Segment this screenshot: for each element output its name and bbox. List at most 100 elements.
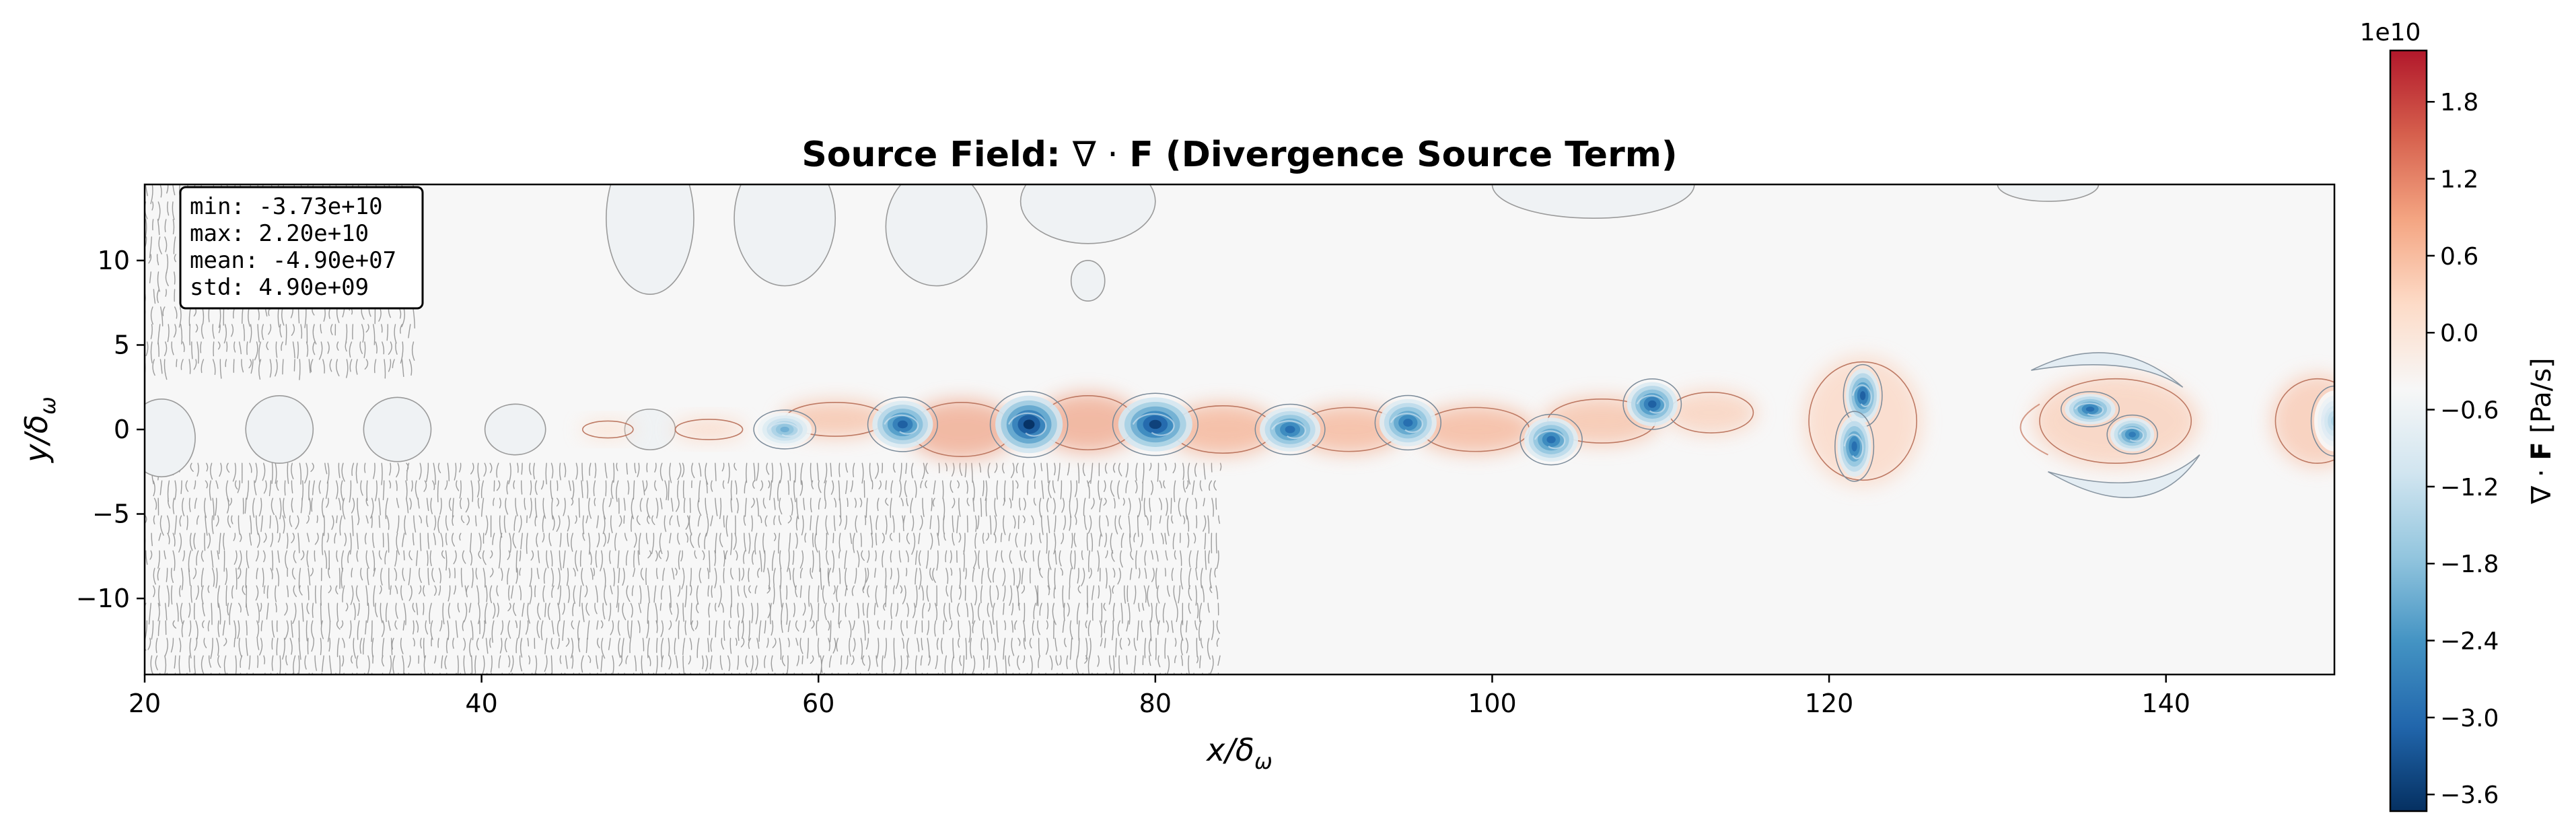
vortex-outer-contour — [1112, 392, 1198, 456]
x-tick-label: 20 — [129, 689, 161, 718]
colorbar-tick-label: −3.0 — [2440, 705, 2499, 732]
x-axis-ticks: 20 40 60 80 100 120 140 — [129, 675, 2190, 718]
colorbar-tick-label: 1.8 — [2440, 89, 2478, 116]
weak-negative-blob — [1997, 184, 2100, 202]
positive-region-glow — [1665, 390, 1758, 436]
colorbar: 1e10 1.8 1.2 0.6 0.0 −0.6 −1.2 −1.8 −2.4 −3.0 −3.… — [2360, 19, 2557, 812]
vortex-contour-level — [2128, 431, 2137, 438]
vortex-outer-contour — [1834, 411, 1875, 482]
x-tick-label: 140 — [2141, 689, 2190, 718]
colorbar-tick-label: 0.0 — [2440, 320, 2478, 347]
stat-mean: mean: -4.90e+07 — [190, 247, 396, 274]
vortex-contour-level — [2330, 415, 2334, 426]
colorbar-multiplier: 1e10 — [2360, 19, 2421, 46]
colorbar-tick-label: 0.6 — [2440, 243, 2478, 271]
noise-contour-path — [145, 462, 1222, 675]
plot-area — [143, 183, 2336, 676]
vortex-outer-contour — [867, 396, 938, 452]
colorbar-tick-label: −3.6 — [2440, 782, 2499, 809]
y-axis-ticks: 10 5 0 −5 −10 — [76, 246, 145, 613]
vortex-spiral — [1271, 420, 1306, 440]
weak-negative-blob — [606, 184, 694, 295]
vortex-spiral — [1852, 384, 1872, 408]
colorbar-tick-label: −2.4 — [2440, 628, 2499, 656]
stats-box-frame — [179, 186, 424, 310]
y-tick-label: 5 — [114, 330, 130, 359]
weak-negative-blob — [1019, 184, 1156, 244]
vortex-spiral — [2118, 427, 2145, 442]
stat-min: min: -3.73e+10 — [190, 193, 383, 220]
weak-negative-regions — [145, 184, 2100, 478]
weak-negative-blob — [734, 184, 836, 287]
positive-region-contour — [581, 420, 634, 439]
vortex-outer-contour — [753, 409, 816, 450]
vortex-spiral — [1132, 413, 1175, 436]
vortex-spiral — [768, 422, 799, 438]
weak-negative-blob — [1070, 260, 1106, 302]
y-tick-label: 0 — [114, 415, 130, 444]
vortex-cores — [753, 352, 2334, 498]
stat-max: max: 2.20e+10 — [190, 220, 369, 247]
x-tick-label: 40 — [465, 689, 497, 718]
y-tick-label: 10 — [98, 246, 130, 275]
colorbar-tick-label: −1.2 — [2440, 474, 2499, 502]
vortex-outer-contour — [2061, 391, 2120, 427]
positive-arm-contour — [2019, 403, 2048, 456]
vortex-contour-level — [1149, 419, 1162, 429]
x-axis-label: x/δω — [1205, 732, 1273, 774]
vortex-spiral — [884, 414, 919, 435]
x-tick-label: 120 — [1805, 689, 1854, 718]
chart-title: Source Field: ∇ · F (Divergence Source T… — [801, 135, 1677, 175]
positive-region-contour — [674, 419, 744, 440]
vortex-spiral — [1534, 430, 1566, 450]
colorbar-tick-label: 1.2 — [2440, 166, 2478, 194]
vortex-arm-upper — [2031, 352, 2184, 388]
weak-negative-blob — [484, 403, 546, 456]
colorbar-ticks: 1.8 1.2 0.6 0.0 −0.6 −1.2 −1.8 −2.4 −3.0 −3.6 — [2427, 89, 2499, 809]
vortex-outer-contour — [1254, 403, 1326, 456]
vortex-contour-level — [2085, 407, 2095, 412]
weak-negative-blob — [885, 184, 988, 287]
vortex-contour-level — [1647, 400, 1657, 408]
vortex-spiral — [1008, 412, 1047, 437]
vortex-spiral — [1843, 434, 1864, 460]
stats-box: min: -3.73e+10 max: 2.20e+10 mean: -4.90… — [179, 186, 424, 310]
vortex-outer-contour — [1374, 394, 1441, 451]
vortex-arm-lower — [2048, 454, 2201, 498]
vortex-contour-level — [897, 420, 908, 429]
vortex-contour-level — [1023, 419, 1035, 429]
colorbar-fill — [2390, 50, 2427, 811]
weak-negative-blob — [245, 394, 314, 464]
vortex-spiral — [1636, 394, 1666, 414]
vortex-outer-contour — [2106, 414, 2158, 455]
weak-negative-blob — [363, 396, 432, 462]
vortex-spiral — [2321, 408, 2334, 434]
vortex-outer-contour — [1519, 413, 1583, 466]
colorbar-tick-label: −0.6 — [2440, 397, 2499, 425]
vortex-contour-level — [1546, 436, 1556, 444]
positive-region-glow — [2032, 374, 2199, 468]
vortex-spiral — [1390, 413, 1423, 434]
y-axis-label: y/δω — [18, 396, 61, 464]
positive-region-glow — [2271, 374, 2334, 468]
vortex-spiral — [2074, 402, 2104, 417]
x-tick-label: 60 — [802, 689, 834, 718]
vortex-contour-level — [1403, 419, 1413, 427]
y-tick-label: −10 — [76, 584, 130, 613]
vortex-contour-level — [1851, 441, 1857, 452]
stat-std: std: 4.90e+09 — [190, 274, 369, 301]
vortex-outer-contour — [1622, 378, 1682, 430]
vortex-contour-level — [1285, 425, 1295, 434]
positive-region-glow — [1167, 403, 1279, 456]
positive-region-glow — [672, 418, 746, 441]
weak-negative-blob — [145, 399, 196, 478]
colorbar-frame — [2389, 49, 2428, 812]
positive-region-glow — [580, 420, 636, 439]
positive-region-glow — [1416, 405, 1535, 454]
y-tick-label: −5 — [92, 499, 130, 529]
x-tick-label: 100 — [1468, 689, 1517, 718]
vortex-contour-level — [780, 426, 789, 433]
colorbar-label: ∇ · F [Pa/s] — [2526, 357, 2557, 504]
vortex-outer-contour — [989, 390, 1069, 458]
